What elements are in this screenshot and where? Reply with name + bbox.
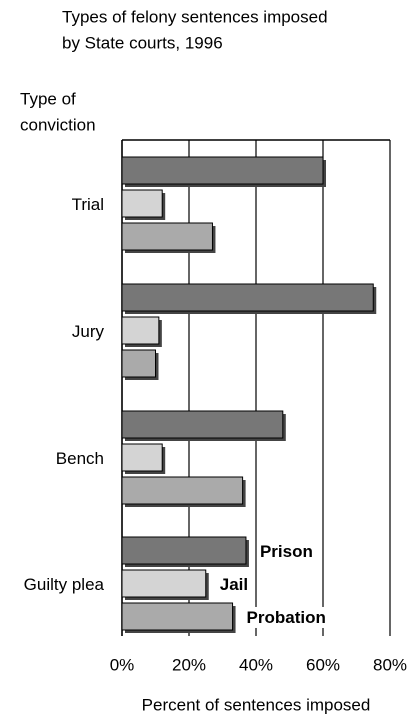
legend-label: Probation bbox=[247, 608, 326, 627]
y-axis-title: conviction bbox=[20, 115, 96, 134]
bar bbox=[121, 536, 247, 565]
y-axis-title: Type of bbox=[20, 89, 76, 108]
legend-background bbox=[243, 606, 329, 628]
legend-background bbox=[256, 540, 316, 562]
bar bbox=[121, 156, 324, 185]
bar bbox=[121, 569, 207, 598]
y-tick-label: Trial bbox=[72, 195, 104, 214]
y-tick-label: Jury bbox=[72, 322, 105, 341]
legend-background bbox=[216, 573, 252, 595]
bar bbox=[121, 349, 156, 378]
bar bbox=[121, 410, 284, 439]
bar bbox=[121, 602, 234, 631]
bar bbox=[121, 283, 374, 312]
bar bbox=[121, 476, 244, 505]
legend-label: Prison bbox=[260, 542, 313, 561]
bar bbox=[121, 222, 213, 251]
bar bbox=[121, 443, 163, 472]
chart-title: by State courts, 1996 bbox=[62, 33, 223, 52]
x-tick-label: 60% bbox=[306, 655, 340, 674]
y-tick-label: Bench bbox=[56, 449, 104, 468]
x-tick-label: 80% bbox=[373, 655, 407, 674]
y-tick-label: Guilty plea bbox=[24, 575, 105, 594]
bar bbox=[121, 316, 160, 345]
bar bbox=[121, 189, 163, 218]
x-tick-label: 40% bbox=[239, 655, 273, 674]
x-axis-title: Percent of sentences imposed bbox=[142, 695, 371, 714]
x-tick-label: 0% bbox=[110, 655, 135, 674]
chart-title: Types of felony sentences imposed bbox=[62, 7, 328, 26]
x-tick-label: 20% bbox=[172, 655, 206, 674]
legend-label: Jail bbox=[220, 575, 248, 594]
